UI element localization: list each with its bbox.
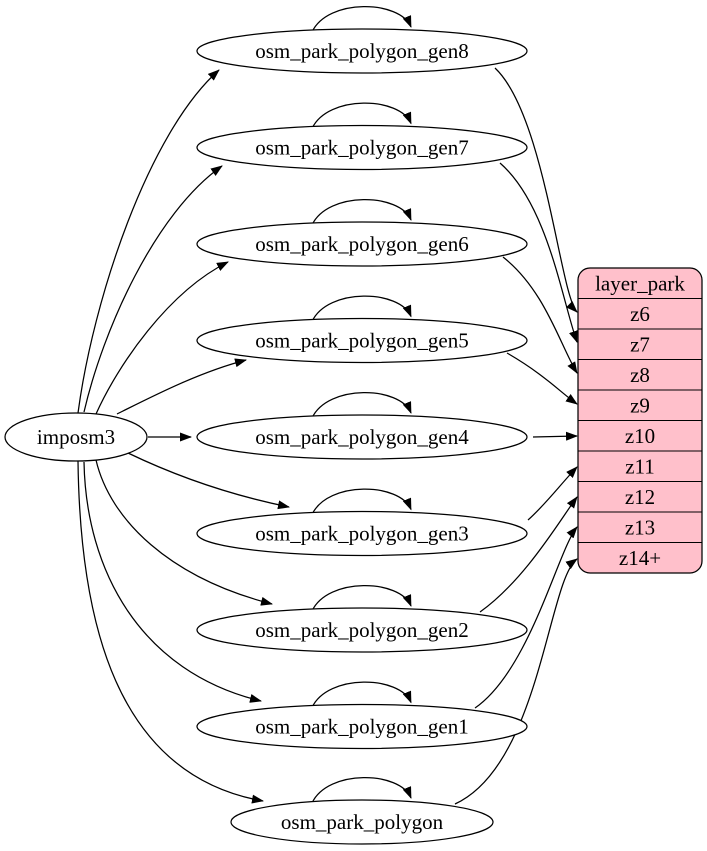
edge-osm_park_polygon_gen2-to-layer_park-z12 xyxy=(479,496,578,613)
node-label-osm_park_polygon_gen4: osm_park_polygon_gen4 xyxy=(255,425,469,449)
node-ellipse-osm_park_polygon xyxy=(230,799,494,845)
node-osm_park_polygon_gen6: osm_park_polygon_gen6 xyxy=(196,221,528,267)
layer-row-z11: z11 xyxy=(625,454,655,478)
edge-imposm3-to-osm_park_polygon_gen2 xyxy=(95,459,273,606)
layer-row-z10: z10 xyxy=(625,424,655,448)
self-loop-osm_park_polygon_gen7 xyxy=(311,102,412,129)
layer-row-z6: z6 xyxy=(630,302,650,326)
node-label-osm_park_polygon_gen5: osm_park_polygon_gen5 xyxy=(255,329,468,353)
layer-row-z8: z8 xyxy=(630,363,650,387)
node-ellipse-osm_park_polygon_gen2 xyxy=(196,607,528,653)
node-osm_park_polygon_gen1: osm_park_polygon_gen1 xyxy=(196,703,528,750)
node-osm_park_polygon: osm_park_polygon xyxy=(230,799,494,845)
node-osm_park_polygon_gen5: osm_park_polygon_gen5 xyxy=(196,317,528,364)
node-osm_park_polygon_gen7: osm_park_polygon_gen7 xyxy=(196,124,528,171)
node-label-imposm3: imposm3 xyxy=(37,425,115,449)
edge-osm_park_polygon_gen3-to-layer_park-z11 xyxy=(527,466,578,521)
self-loop-osm_park_polygon_gen3 xyxy=(311,488,412,515)
self-loop-osm_park_polygon_gen4 xyxy=(311,392,412,419)
self-loop-osm_park_polygon_gen6 xyxy=(311,199,412,226)
layer-park-title: layer_park xyxy=(595,271,685,295)
node-label-osm_park_polygon: osm_park_polygon xyxy=(281,810,444,834)
edge-imposm3-to-osm_park_polygon_gen7 xyxy=(83,165,223,413)
node-osm_park_polygon_gen2: osm_park_polygon_gen2 xyxy=(196,607,528,653)
edge-osm_park_polygon_gen6-to-layer_park-z8 xyxy=(502,256,578,374)
edge-osm_park_polygon_gen4-to-layer_park-z10 xyxy=(532,431,578,441)
layer-row-z7: z7 xyxy=(630,332,650,356)
node-label-osm_park_polygon_gen6: osm_park_polygon_gen6 xyxy=(255,232,468,256)
node-label-osm_park_polygon_gen7: osm_park_polygon_gen7 xyxy=(255,136,468,160)
edge-osm_park_polygon_gen5-to-layer_park-z9 xyxy=(506,352,578,405)
node-imposm3: imposm3 xyxy=(4,412,148,462)
layer-row-z13: z13 xyxy=(625,515,655,539)
node-label-osm_park_polygon_gen1: osm_park_polygon_gen1 xyxy=(255,715,468,739)
node-ellipse-osm_park_polygon_gen4 xyxy=(196,414,528,460)
self-loop-osm_park_polygon_gen5 xyxy=(311,295,412,322)
edge-imposm3-to-osm_park_polygon_gen6 xyxy=(95,261,229,415)
node-osm_park_polygon_gen8: osm_park_polygon_gen8 xyxy=(196,28,528,74)
self-loop-osm_park_polygon_gen1 xyxy=(311,681,412,708)
node-layer_park: layer_park z6 z7 z8 z9 z10 z11 z12 z13 z14+ xyxy=(577,267,703,574)
node-ellipse-osm_park_polygon_gen8 xyxy=(196,28,528,74)
node-label-osm_park_polygon_gen8: osm_park_polygon_gen8 xyxy=(255,39,468,63)
self-loop-osm_park_polygon xyxy=(311,777,412,804)
node-ellipse-osm_park_polygon_gen7 xyxy=(196,124,528,171)
layer-row-z9: z9 xyxy=(630,393,650,417)
node-label-osm_park_polygon_gen3: osm_park_polygon_gen3 xyxy=(255,522,468,546)
edge-imposm3-to-osm_park_polygon_gen1 xyxy=(83,461,262,703)
edge-osm_park_polygon-to-layer_park-z14+ xyxy=(454,558,578,805)
node-label-osm_park_polygon_gen2: osm_park_polygon_gen2 xyxy=(255,618,468,642)
edge-imposm3-to-osm_park_polygon xyxy=(77,460,264,804)
node-ellipse-osm_park_polygon_gen5 xyxy=(196,317,528,364)
layer-row-z14+: z14+ xyxy=(619,546,661,570)
edge-imposm3-to-osm_park_polygon_gen8 xyxy=(77,69,220,414)
edge-imposm3-to-osm_park_polygon_gen3 xyxy=(127,452,290,510)
self-loop-osm_park_polygon_gen8 xyxy=(311,6,412,33)
edge-imposm3-to-osm_park_polygon_gen5 xyxy=(116,358,247,415)
node-ellipse-osm_park_polygon_gen3 xyxy=(196,510,528,557)
edge-osm_park_polygon_gen8-to-layer_park-z6 xyxy=(494,67,578,313)
node-ellipse-imposm3 xyxy=(4,412,148,462)
node-ellipse-osm_park_polygon_gen1 xyxy=(196,703,528,750)
layer-row-z12: z12 xyxy=(625,485,655,509)
node-ellipse-osm_park_polygon_gen6 xyxy=(196,221,528,267)
edge-osm_park_polygon_gen7-to-layer_park-z7 xyxy=(499,162,578,343)
node-osm_park_polygon_gen3: osm_park_polygon_gen3 xyxy=(196,510,528,557)
edge-osm_park_polygon_gen1-to-layer_park-z13 xyxy=(474,526,578,709)
node-osm_park_polygon_gen4: osm_park_polygon_gen4 xyxy=(196,414,528,460)
self-loop-osm_park_polygon_gen2 xyxy=(311,585,412,612)
